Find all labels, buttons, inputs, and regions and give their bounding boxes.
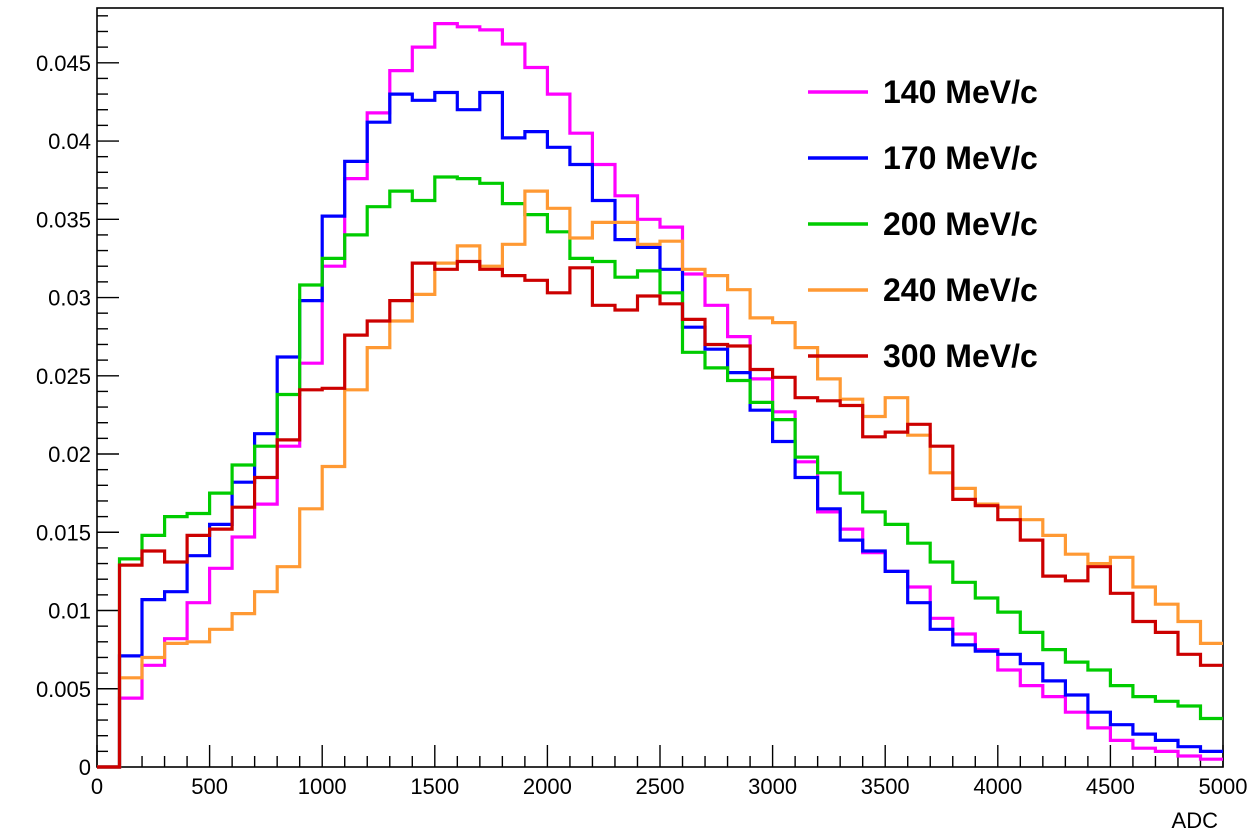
y-tick-label: 0	[79, 755, 91, 780]
series-line-2	[97, 90, 1223, 769]
legend-label: 300 MeV/c	[883, 338, 1038, 374]
x-tick-label: 1500	[410, 774, 459, 799]
x-axis-label: ADC	[1172, 808, 1219, 833]
x-tick-label: 4500	[1086, 774, 1135, 799]
y-tick-label: 0.03	[48, 286, 91, 311]
y-tick-label: 0.045	[36, 51, 91, 76]
x-tick-label: 1000	[298, 774, 347, 799]
tick-labels: 0 500 1000 1500 2000 2500 3000 3500 4000 4500 5000…	[36, 51, 1248, 799]
x-tick-label: 4000	[973, 774, 1022, 799]
series-line-3	[97, 175, 1223, 769]
series-lines	[97, 22, 1223, 769]
x-tick-label: 3000	[748, 774, 797, 799]
plot-frame	[96, 7, 1224, 768]
y-tick-label: 0.01	[48, 599, 91, 624]
x-tick-label: 500	[191, 774, 228, 799]
legend-label: 200 MeV/c	[883, 206, 1038, 242]
y-tick-label: 0.04	[48, 129, 91, 154]
x-tick-label: 2000	[523, 774, 572, 799]
x-tick-label: 0	[91, 774, 103, 799]
legend-label: 240 MeV/c	[883, 272, 1038, 308]
x-tick-label: 5000	[1199, 774, 1248, 799]
x-tick-label: 3500	[861, 774, 910, 799]
legend-label: 140 MeV/c	[883, 74, 1038, 110]
y-tick-label: 0.015	[36, 520, 91, 545]
legend: 140 MeV/c 170 MeV/c 200 MeV/c 240 MeV/c 300 …	[808, 74, 1038, 374]
y-tick-label: 0.005	[36, 677, 91, 702]
legend-label: 170 MeV/c	[883, 140, 1038, 176]
series-line-4	[97, 189, 1223, 769]
ticks	[96, 15, 1224, 768]
series-line-1	[97, 22, 1223, 769]
series-line-5	[97, 259, 1223, 769]
y-tick-label: 0.035	[36, 207, 91, 232]
y-tick-label: 0.025	[36, 364, 91, 389]
x-tick-label: 2500	[636, 774, 685, 799]
y-tick-label: 0.02	[48, 442, 91, 467]
